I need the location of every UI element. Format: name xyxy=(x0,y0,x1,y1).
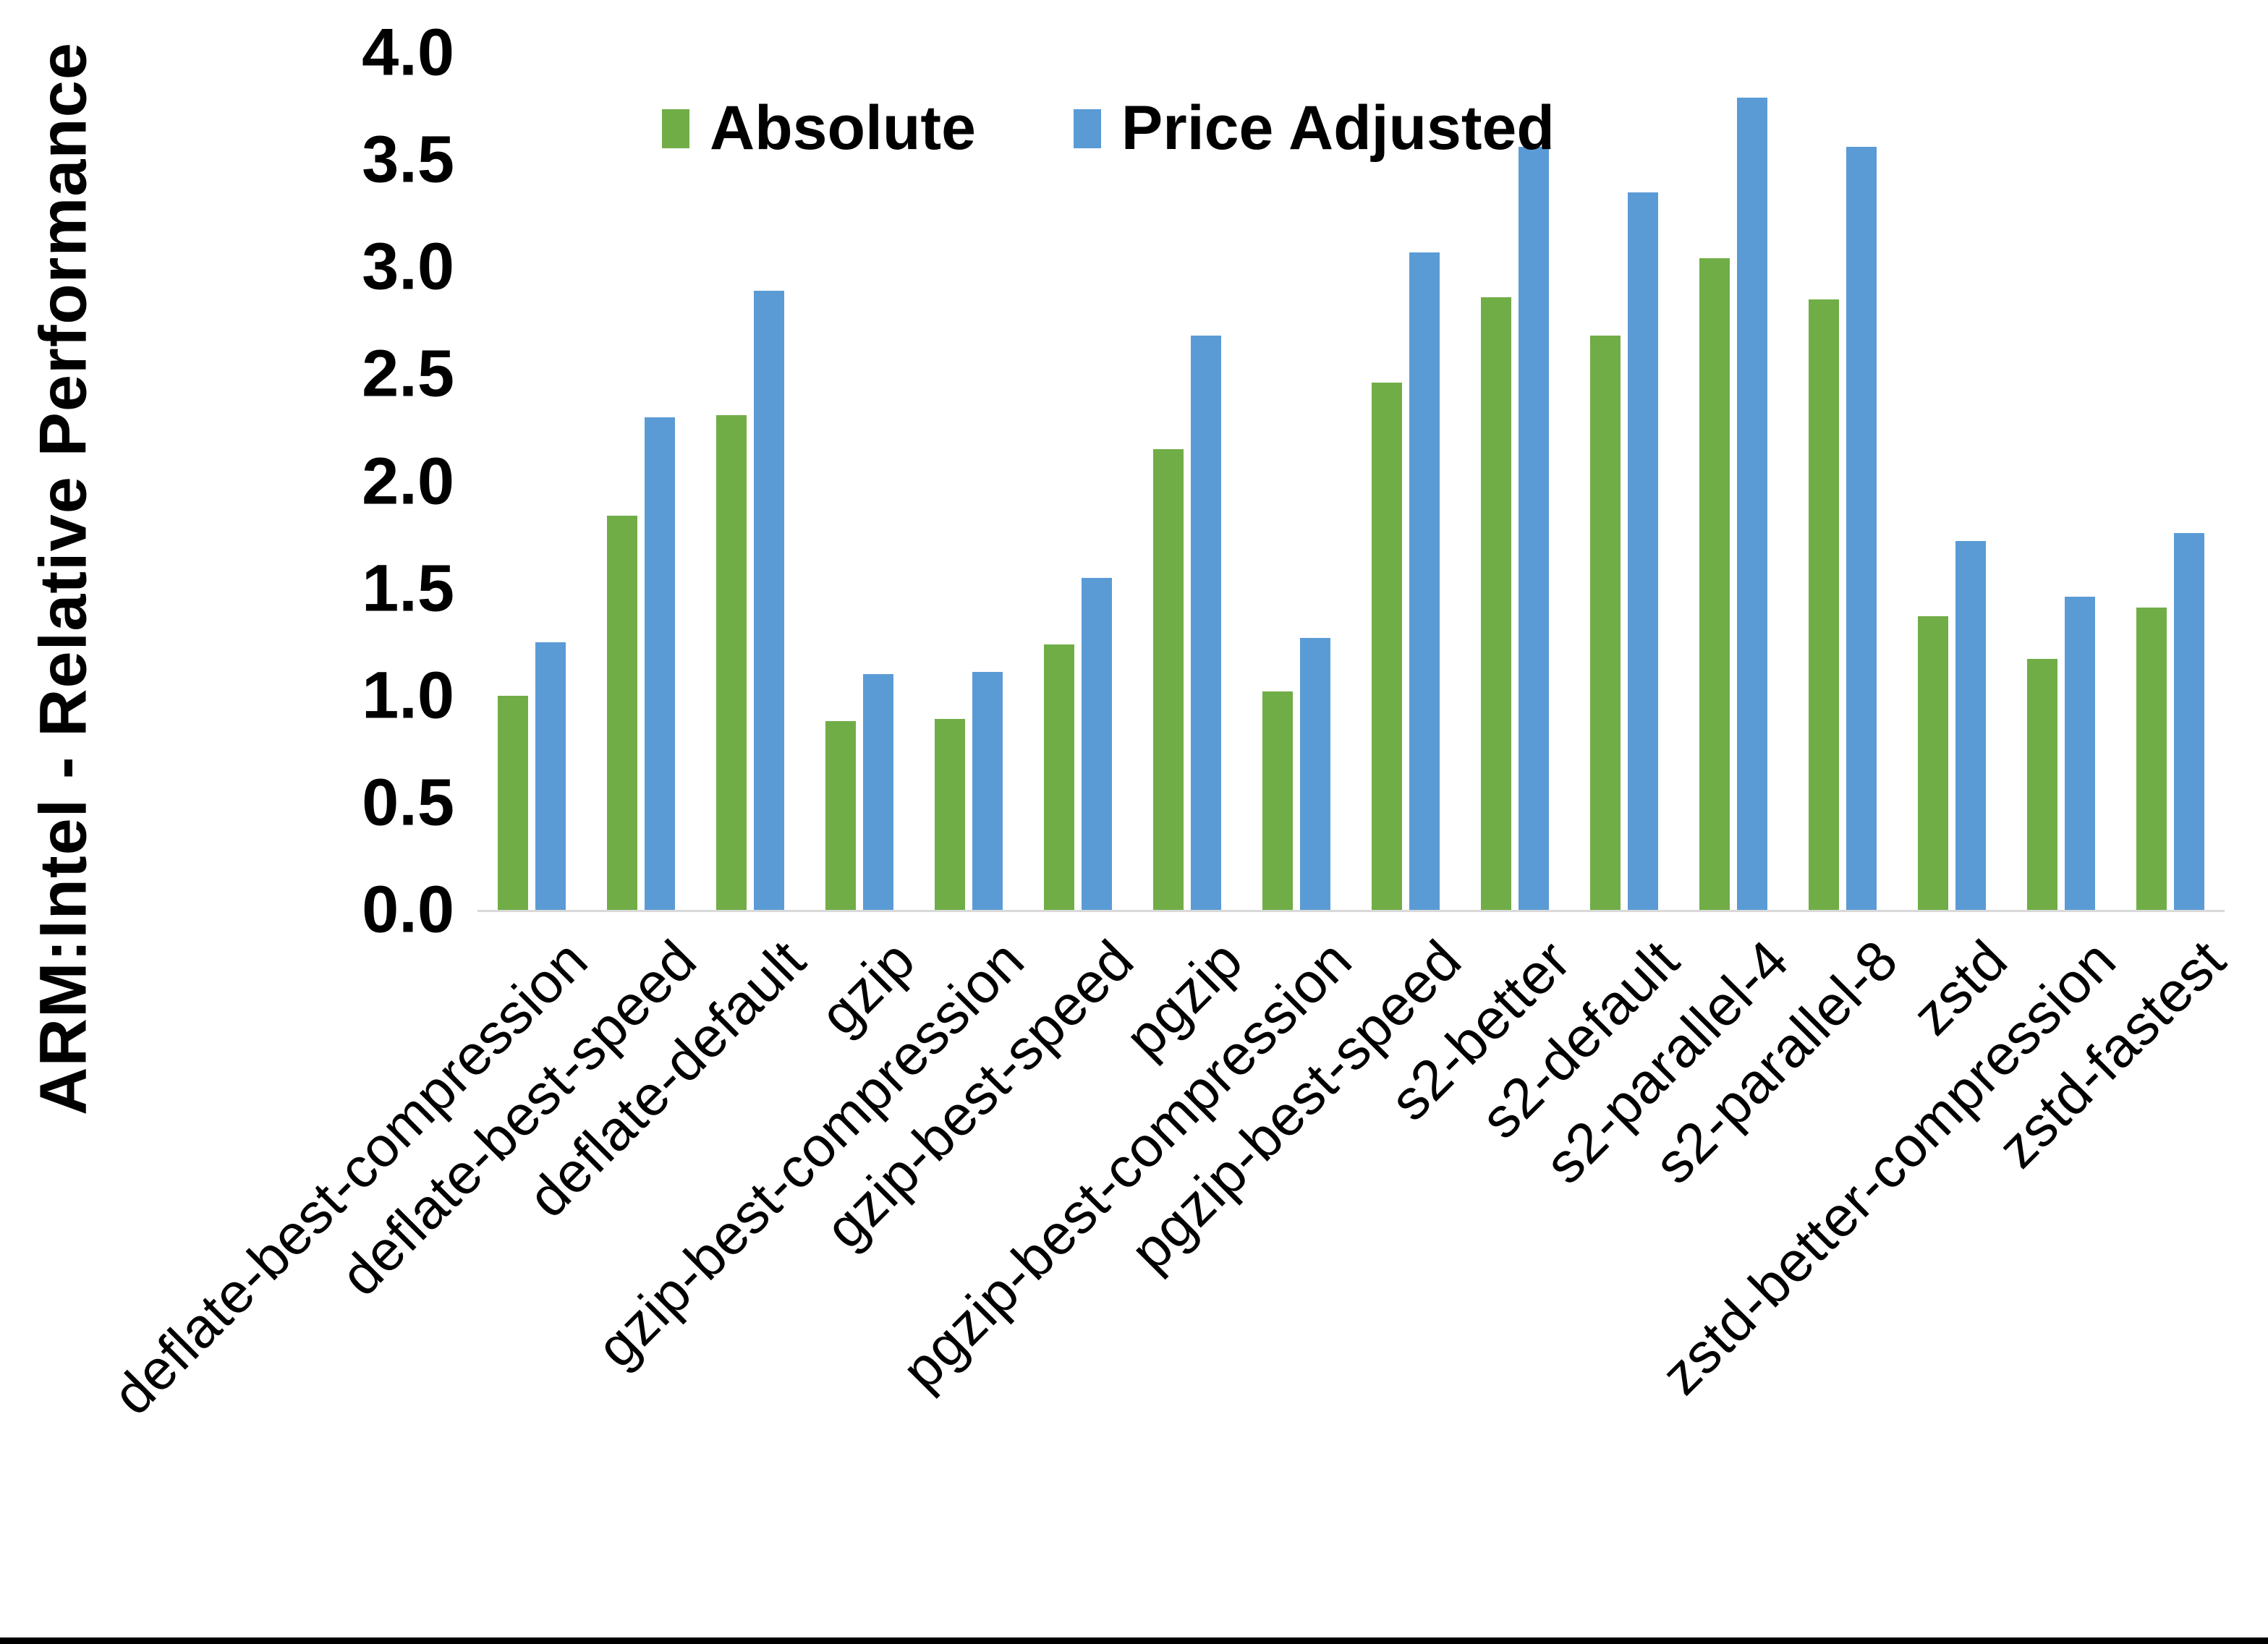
legend-swatch-icon xyxy=(662,108,689,148)
figure-bottom-border xyxy=(0,1637,2268,1644)
bar-absolute-pgzip-best-speed xyxy=(1371,383,1402,910)
bar-absolute-zstd xyxy=(1917,616,1948,910)
bar-group-s2-parallel-8 xyxy=(1808,29,1877,910)
y-tick-label: 2.5 xyxy=(362,336,454,411)
bar-price-adjusted-deflate-best-compression xyxy=(535,642,566,910)
bar-group-deflate-default xyxy=(716,29,785,910)
bar-group-gzip-best-speed xyxy=(1044,29,1113,910)
bar-group-zstd-better-compression xyxy=(2026,29,2095,910)
bar-price-adjusted-s2-parallel-4 xyxy=(1736,98,1767,910)
bar-price-adjusted-zstd-better-compression xyxy=(2064,597,2095,910)
bar-price-adjusted-zstd xyxy=(1955,541,1986,910)
legend-item-price-adjusted: Price Adjusted xyxy=(1073,93,1555,164)
bar-group-pgzip-best-speed xyxy=(1371,29,1440,910)
legend-label: Absolute xyxy=(710,93,976,163)
bar-absolute-gzip-best-compression xyxy=(935,719,966,910)
y-axis-tick-labels: 0.0 0.5 1.0 1.5 2.0 2.5 3.0 3.5 4.0 xyxy=(0,16,463,947)
bar-group-deflate-best-speed xyxy=(607,29,676,910)
bar-group-s2-default xyxy=(1589,29,1658,910)
x-axis-category-labels: deflate-best-compression deflate-best-spe… xyxy=(100,927,2237,1578)
bar-price-adjusted-deflate-best-speed xyxy=(645,417,676,910)
plot-area xyxy=(477,29,2225,912)
y-tick-label: 2.0 xyxy=(362,444,454,518)
bar-group-deflate-best-compression xyxy=(498,29,566,910)
y-tick-label: 0.5 xyxy=(362,765,454,840)
y-tick-label: 0.0 xyxy=(362,872,454,947)
bar-price-adjusted-s2-default xyxy=(1627,192,1658,910)
y-tick-label: 4.0 xyxy=(362,15,454,90)
bar-price-adjusted-gzip xyxy=(863,674,894,910)
bar-price-adjusted-deflate-default xyxy=(754,290,785,910)
bar-group-pgzip-best-compression xyxy=(1262,29,1331,910)
bar-absolute-zstd-fastest xyxy=(2136,608,2167,910)
bar-price-adjusted-zstd-fastest xyxy=(2173,532,2204,910)
bar-group-pgzip xyxy=(1153,29,1222,910)
y-tick-label: 3.5 xyxy=(362,122,454,197)
bar-group-gzip-best-compression xyxy=(935,29,1003,910)
bar-absolute-s2-parallel-4 xyxy=(1699,258,1730,910)
bar-absolute-deflate-default xyxy=(716,414,747,910)
bar-group-s2-parallel-4 xyxy=(1699,29,1767,910)
bar-price-adjusted-gzip-best-speed xyxy=(1082,577,1113,910)
y-tick-label: 3.0 xyxy=(362,229,454,304)
y-tick-label: 1.5 xyxy=(362,551,454,626)
bar-absolute-deflate-best-speed xyxy=(607,515,638,910)
bar-series-container xyxy=(477,29,2225,910)
bar-absolute-gzip-best-speed xyxy=(1044,644,1075,910)
bar-absolute-zstd-better-compression xyxy=(2026,659,2057,910)
bar-absolute-pgzip xyxy=(1153,449,1184,910)
bar-absolute-s2-default xyxy=(1589,336,1621,910)
y-tick-label: 1.0 xyxy=(362,658,454,733)
bar-price-adjusted-s2-parallel-8 xyxy=(1846,147,1877,910)
bar-price-adjusted-pgzip-best-compression xyxy=(1300,637,1331,910)
legend: Absolute Price Adjusted xyxy=(662,93,1555,164)
bar-absolute-s2-better xyxy=(1480,297,1511,910)
bar-price-adjusted-gzip-best-compression xyxy=(972,672,1003,910)
legend-item-absolute: Absolute xyxy=(662,93,976,164)
legend-swatch-icon xyxy=(1073,108,1101,148)
bar-group-gzip xyxy=(825,29,894,910)
bar-absolute-deflate-best-compression xyxy=(498,695,529,910)
bar-price-adjusted-pgzip-best-speed xyxy=(1409,252,1440,910)
bar-absolute-pgzip-best-compression xyxy=(1262,691,1294,910)
bar-absolute-gzip xyxy=(825,721,857,910)
bar-group-s2-better xyxy=(1480,29,1549,910)
bar-price-adjusted-s2-better xyxy=(1518,147,1549,910)
bar-price-adjusted-pgzip xyxy=(1191,336,1222,910)
bar-group-zstd xyxy=(1917,29,1986,910)
legend-label: Price Adjusted xyxy=(1121,93,1555,163)
bar-absolute-s2-parallel-8 xyxy=(1808,299,1839,910)
bar-group-zstd-fastest xyxy=(2136,29,2204,910)
